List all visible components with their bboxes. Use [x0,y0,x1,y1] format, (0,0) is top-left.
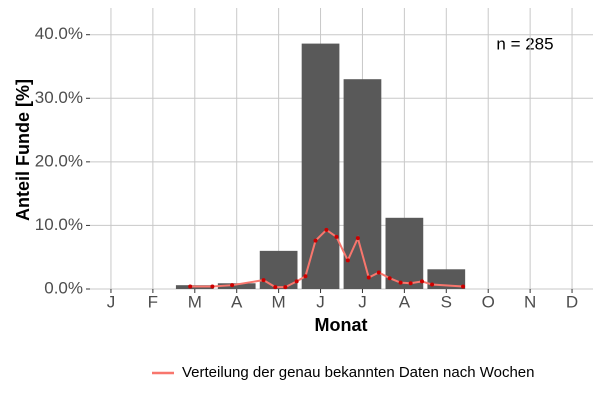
x-tick-label: M [272,292,286,311]
point [387,276,392,281]
x-tick-label: J [316,292,325,311]
point [461,284,466,289]
y-tick-label: 20.0% [35,151,83,170]
y-tick-label: 40.0% [35,24,83,43]
y-tick-label: 30.0% [35,88,83,107]
point [188,284,193,289]
point [408,281,413,286]
point [294,279,299,284]
point [261,278,266,283]
point [303,274,308,279]
annotation: n = 285 [496,34,553,53]
x-tick-label: A [399,292,411,311]
point [210,284,215,289]
point [313,238,318,243]
x-tick-label: M [188,292,202,311]
x-tick-label: N [524,292,536,311]
point [419,279,424,284]
x-tick-label: J [107,292,116,311]
x-tick-label: D [566,292,578,311]
point [355,236,360,241]
x-tick-label: S [441,292,452,311]
y-tick-label: 10.0% [35,215,83,234]
point [273,285,278,290]
bar [217,283,256,289]
point [366,275,371,280]
legend-label: Verteilung der genau bekannten Daten nac… [182,364,535,381]
point [430,282,435,287]
x-tick-label: A [231,292,243,311]
point [345,258,350,263]
x-tick-label: F [148,292,158,311]
y-axis-title: Anteil Funde [%] [13,79,33,221]
bar [385,217,424,289]
bar [301,43,340,290]
point [334,234,339,239]
point [230,283,235,288]
point [398,280,403,285]
x-tick-label: O [482,292,495,311]
x-tick-label: J [358,292,367,311]
point [324,227,329,232]
y-tick-label: 0.0% [44,278,83,297]
point [283,285,288,290]
point [376,270,381,275]
x-axis-title: Monat [315,315,368,335]
